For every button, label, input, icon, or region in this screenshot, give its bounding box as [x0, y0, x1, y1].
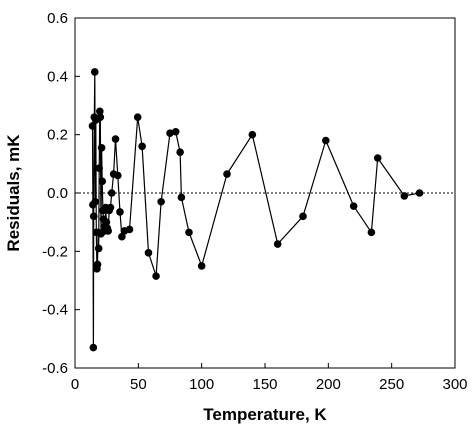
data-point [133, 113, 142, 121]
data-point [223, 170, 231, 178]
data-point [96, 107, 104, 116]
x-tick-label: 250 [379, 376, 404, 393]
y-tick-label: -0.2 [42, 243, 68, 260]
data-point [176, 148, 184, 156]
y-tick-label: -0.4 [42, 302, 68, 319]
data-point [89, 212, 98, 221]
y-axis-title: Residuals, mK [4, 134, 23, 252]
data-point [152, 272, 160, 280]
data-point [89, 343, 98, 352]
data-point [299, 212, 307, 221]
data-point [138, 142, 146, 151]
data-point [104, 227, 112, 235]
series-layer [88, 68, 424, 352]
data-point [116, 208, 124, 216]
data-point [90, 68, 99, 76]
data-point [248, 130, 257, 139]
data-point [322, 136, 330, 145]
data-point [367, 228, 376, 237]
data-point [177, 193, 186, 202]
y-tick-label: 0.0 [47, 185, 68, 202]
x-tick-label: 200 [316, 376, 341, 393]
data-point [171, 127, 180, 136]
data-point [93, 260, 102, 269]
x-tick-label: 150 [252, 376, 277, 393]
y-tick-label: 0.4 [47, 68, 68, 85]
x-tick-label: 0 [71, 376, 79, 393]
data-point [118, 232, 126, 241]
data-point [373, 154, 382, 162]
x-tick-label: 100 [189, 376, 214, 393]
data-point [197, 262, 206, 270]
x-tick-label: 300 [442, 376, 467, 393]
y-tick-label: 0.2 [47, 127, 68, 144]
data-point [97, 143, 106, 152]
x-axis-title: Temperature, K [203, 405, 327, 424]
data-point [111, 135, 120, 143]
data-point [157, 197, 165, 206]
y-tick-label: 0.6 [47, 10, 68, 27]
x-tick-label: 50 [130, 376, 147, 393]
data-point [96, 113, 105, 121]
data-point [144, 248, 153, 257]
data-point [400, 192, 409, 200]
ticks: 0 50 100 150 200 250 300 -0.6 -0.4 -0.2 0.0 0.2 0.4 0… [42, 10, 467, 393]
data-point [415, 189, 424, 197]
data-point [106, 203, 115, 212]
series-line [91, 71, 420, 349]
data-point [185, 228, 193, 237]
data-point [166, 129, 174, 138]
data-point [94, 244, 103, 253]
y-tick-label: -0.6 [42, 360, 68, 377]
data-point [91, 197, 100, 206]
data-point [95, 164, 103, 173]
data-point [114, 171, 122, 180]
data-point [273, 240, 282, 248]
data-point [107, 189, 116, 197]
data-point [102, 218, 111, 226]
data-point [98, 177, 107, 186]
data-point [125, 225, 134, 234]
data-point [349, 202, 358, 210]
data-point [88, 122, 97, 130]
